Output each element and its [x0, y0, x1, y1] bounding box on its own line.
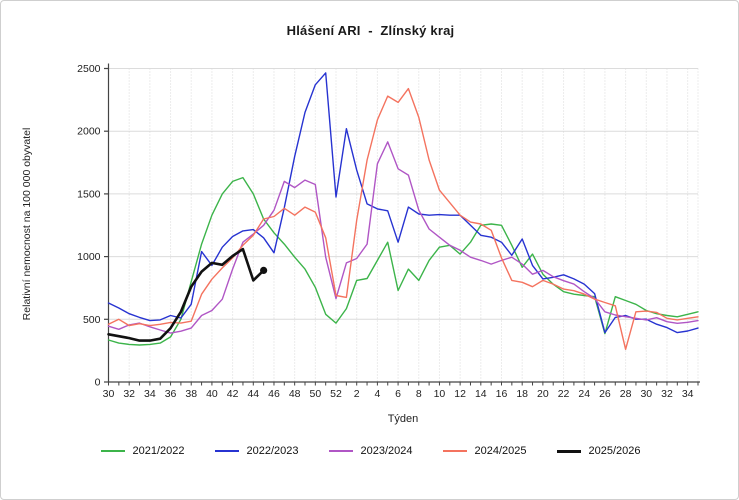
- x-tick-label: 2: [354, 388, 360, 400]
- legend-label: 2021/2022: [132, 445, 185, 457]
- x-tick-label: 44: [247, 388, 259, 400]
- x-tick-label: 8: [416, 388, 422, 400]
- legend-item-2025-2026: 2025/2026: [556, 445, 641, 457]
- x-tick-label: 26: [599, 388, 611, 400]
- x-tick-label: 42: [227, 388, 239, 400]
- x-tick-label: 22: [558, 388, 570, 400]
- chart-legend: 2021/2022 2022/2023 2023/2024 2024/2025 2025…: [1, 445, 738, 457]
- y-tick-label: 2000: [77, 126, 101, 138]
- x-tick-label: 14: [475, 388, 487, 400]
- x-tick-label: 34: [682, 388, 694, 400]
- x-tick-label: 6: [395, 388, 401, 400]
- series-line-2025-2026: [107, 247, 265, 342]
- x-tick-label: 36: [165, 388, 177, 400]
- y-tick-label: 1000: [77, 251, 101, 263]
- legend-label: 2024/2025: [474, 445, 527, 457]
- legend-label: 2022/2023: [246, 445, 299, 457]
- legend-item-2023-2024: 2023/2024: [328, 445, 413, 457]
- legend-swatch-icon: [556, 449, 581, 453]
- x-tick-label: 40: [206, 388, 218, 400]
- y-tick-label: 500: [83, 314, 101, 326]
- y-tick-label: 0: [95, 377, 101, 389]
- legend-swatch-icon: [442, 450, 467, 452]
- x-tick-label: 24: [578, 388, 590, 400]
- legend-label: 2025/2026: [588, 445, 641, 457]
- x-tick-label: 52: [330, 388, 342, 400]
- x-tick-label: 18: [516, 388, 528, 400]
- x-tick-label: 30: [640, 388, 652, 400]
- series-line-2022-2023: [107, 72, 699, 334]
- x-tick-label: 34: [144, 388, 156, 400]
- legend-item-2021-2022: 2021/2022: [100, 445, 185, 457]
- x-tick-label: 12: [454, 388, 466, 400]
- y-tick-label: 1500: [77, 188, 101, 200]
- chart-title: Hlášení ARI - Zlínský kraj: [286, 23, 455, 38]
- legend-label: 2023/2024: [360, 445, 413, 457]
- legend-item-2022-2023: 2022/2023: [214, 445, 299, 457]
- legend-item-2024-2025: 2024/2025: [442, 445, 527, 457]
- legend-swatch-icon: [100, 450, 125, 452]
- series-end-marker-2025-2026: [260, 266, 268, 274]
- x-tick-label: 16: [496, 388, 508, 400]
- x-tick-label: 38: [185, 388, 197, 400]
- x-tick-label: 32: [123, 388, 135, 400]
- x-tick-label: 48: [289, 388, 301, 400]
- x-tick-label: 20: [537, 388, 549, 400]
- x-tick-label: 50: [309, 388, 321, 400]
- x-tick-label: 32: [661, 388, 673, 400]
- x-tick-label: 10: [434, 388, 446, 400]
- y-tick-label: 2500: [77, 63, 101, 75]
- x-tick-label: 46: [268, 388, 280, 400]
- x-tick-label: 30: [103, 388, 115, 400]
- x-tick-label: 28: [620, 388, 632, 400]
- series-line-2023-2024: [107, 141, 699, 334]
- series-line-2021-2022: [107, 176, 699, 346]
- x-axis-title: Týden: [387, 413, 419, 425]
- legend-swatch-icon: [214, 450, 239, 452]
- series-line-2024-2025: [107, 87, 699, 350]
- legend-swatch-icon: [328, 450, 353, 452]
- x-tick-label: 4: [374, 388, 380, 400]
